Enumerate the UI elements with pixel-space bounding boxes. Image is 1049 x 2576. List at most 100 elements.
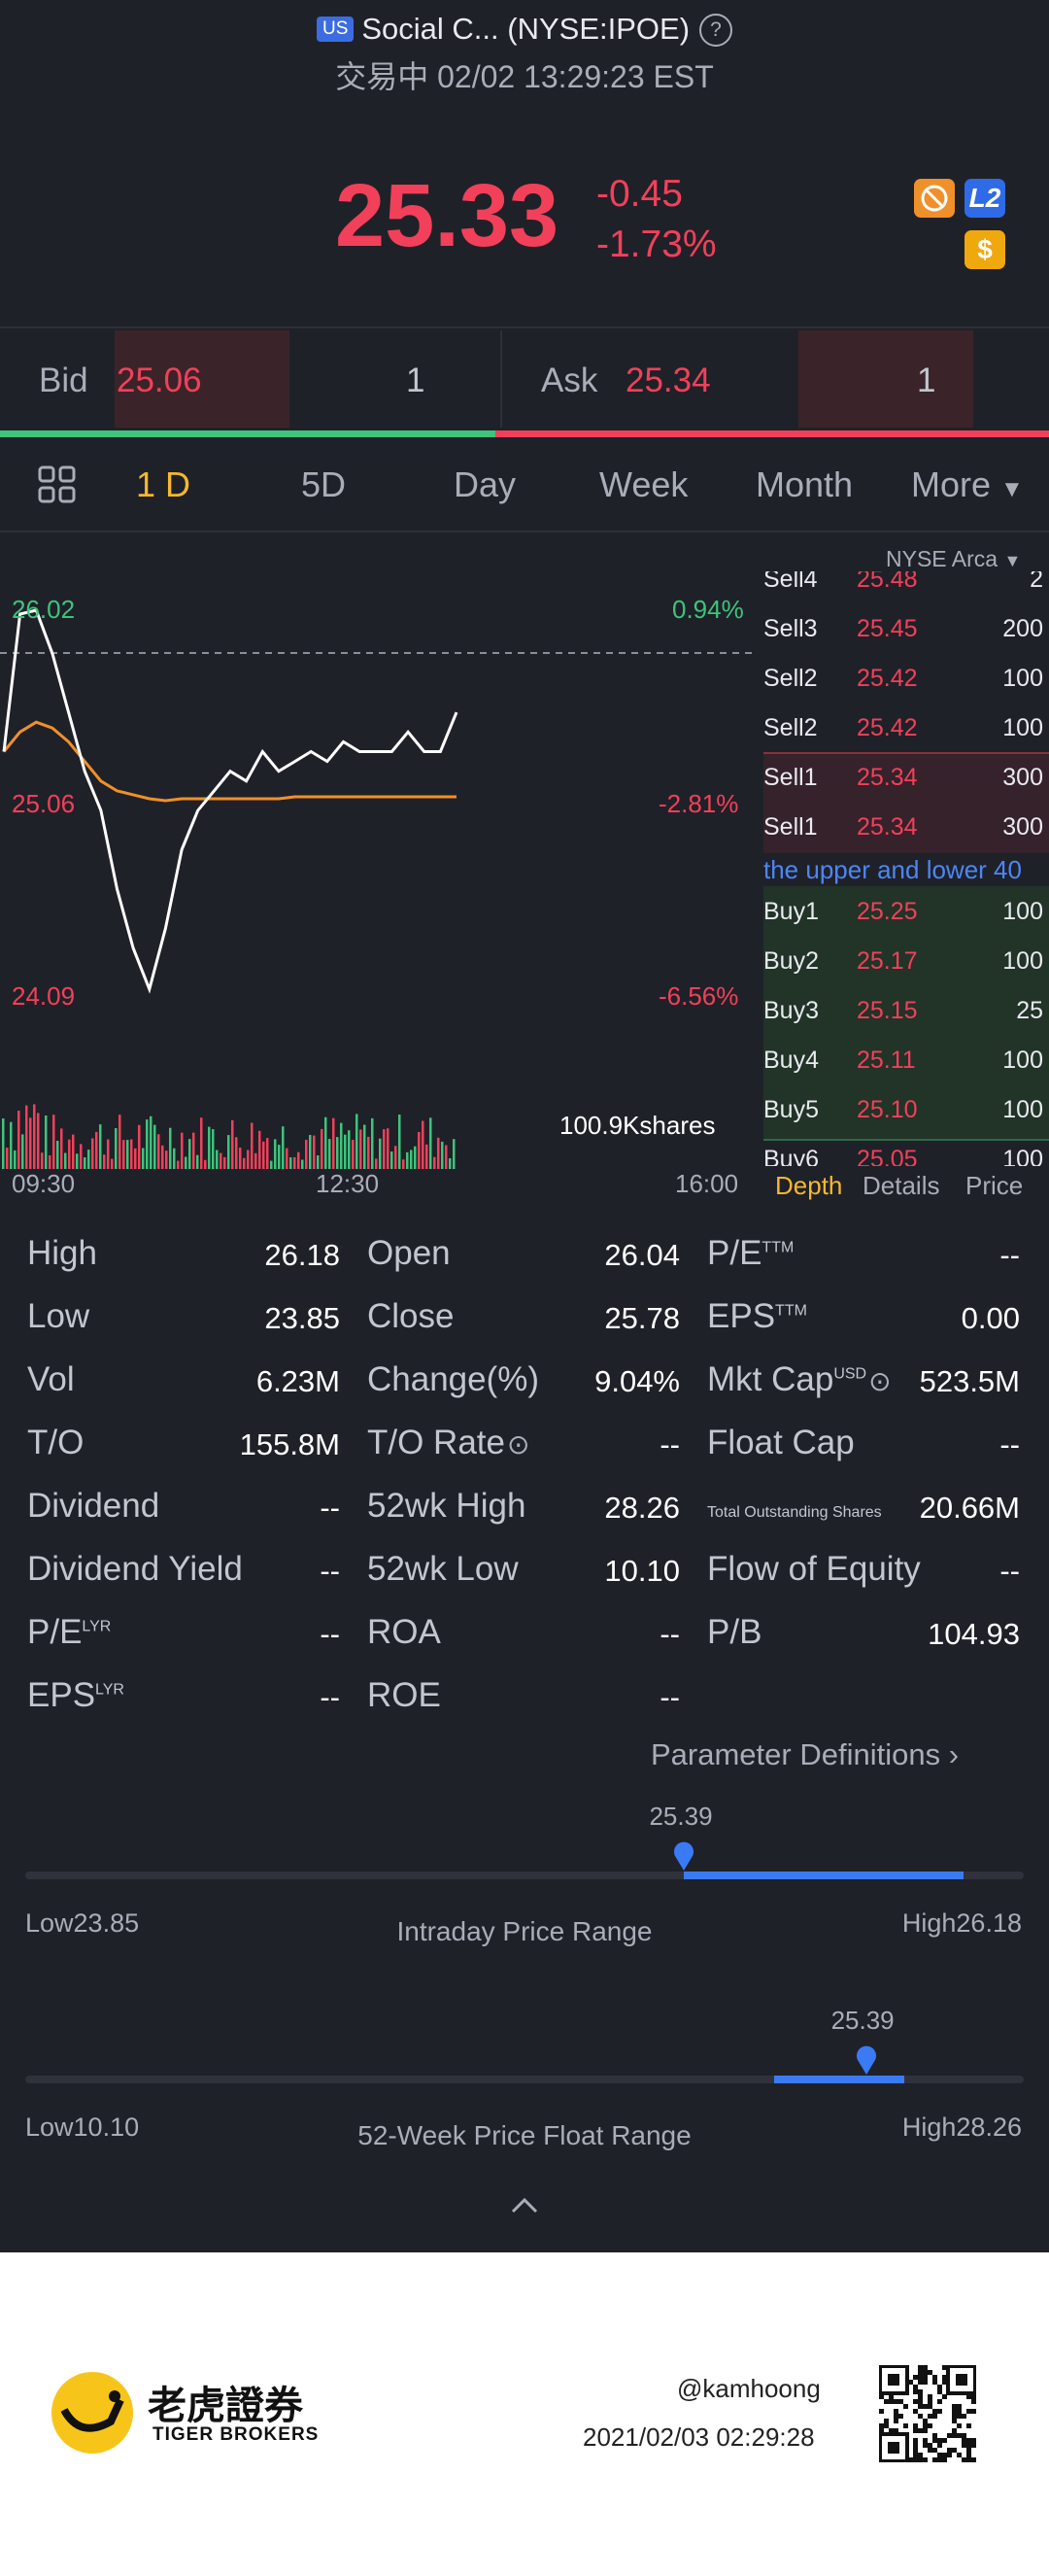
info-icon[interactable]: ⊙ [506, 1429, 530, 1460]
qr-module [947, 2433, 952, 2438]
qr-module [928, 2404, 932, 2409]
qr-module [966, 2423, 971, 2428]
orderbook-size: 100 [1002, 714, 1043, 741]
tab-more[interactable]: More ▼ [911, 464, 1024, 505]
ask-depth-bar [798, 330, 973, 428]
tab-details[interactable]: Details [863, 1171, 940, 1200]
orderbook-row: Sell3 25.45 200 [763, 603, 1049, 653]
volume-bar [278, 1145, 281, 1169]
qr-module [952, 2409, 957, 2414]
stat-value: 104.93 [928, 1617, 1020, 1651]
stat-label: Mkt CapUSD⊙ [707, 1360, 892, 1399]
dollar-icon[interactable]: $ [964, 230, 1005, 269]
stat-label: Close [367, 1297, 454, 1336]
stat-label: Dividend Yield [27, 1550, 243, 1589]
help-icon[interactable]: ? [699, 14, 733, 47]
tab-month[interactable]: Month [756, 464, 854, 504]
qr-module [923, 2457, 928, 2462]
qr-module [894, 2409, 898, 2414]
volume-bar [196, 1154, 199, 1169]
orderbook-size: 200 [1002, 615, 1043, 642]
intraday-chart[interactable] [0, 532, 758, 1174]
qr-module [937, 2409, 942, 2414]
qr-module [942, 2380, 947, 2385]
volume-bar [367, 1136, 370, 1169]
divider [0, 531, 1049, 532]
orderbook-level: Sell2 [763, 665, 818, 692]
qr-module [952, 2414, 957, 2419]
parameter-definitions-link[interactable]: Parameter Definitions › [651, 1737, 959, 1772]
qr-module [923, 2365, 928, 2370]
stat-label: P/ELYR [27, 1613, 111, 1652]
qr-module [928, 2370, 932, 2375]
volume-bar [262, 1141, 265, 1169]
tab-depth[interactable]: Depth [775, 1171, 843, 1200]
qr-module [966, 2448, 971, 2453]
volume-bar [418, 1132, 421, 1169]
tab-week[interactable]: Week [599, 464, 689, 504]
level2-icon[interactable]: L2 [964, 179, 1005, 218]
collapse-chevron-icon[interactable] [508, 2194, 541, 2220]
qr-module [908, 2380, 913, 2385]
stat-value: 9.04% [594, 1364, 680, 1398]
info-icon[interactable]: ⊙ [868, 1366, 892, 1396]
orderbook-row: Buy3 25.15 25 [763, 985, 1049, 1035]
bid-size: 1 [406, 361, 425, 399]
volume-bar [414, 1146, 417, 1169]
volume-bar [87, 1150, 90, 1169]
volume-bar [150, 1116, 152, 1169]
qr-module [884, 2419, 889, 2423]
volume-bar [208, 1126, 211, 1169]
username: @kamhoong [677, 2374, 821, 2403]
ask-size: 1 [917, 361, 936, 399]
stat-label-text: Flow of Equity [707, 1550, 921, 1588]
stat-value: -- [660, 1680, 680, 1714]
orderbook-price: 25.25 [857, 898, 918, 925]
grid-icon[interactable] [37, 464, 78, 510]
qr-module [966, 2409, 971, 2414]
stat-value: 26.18 [264, 1238, 340, 1272]
qr-module [879, 2409, 884, 2414]
orderbook-price: 25.11 [857, 1047, 916, 1074]
volume-bar [157, 1134, 160, 1169]
qr-finder [879, 2365, 909, 2395]
stat-label-sup: TTM [775, 1302, 807, 1320]
qr-module [971, 2443, 976, 2448]
exchange-label: NYSE Arca [886, 546, 998, 571]
trading-status: 交易中 02/02 13:29:23 EST [335, 59, 714, 94]
volume-bar [6, 1148, 9, 1169]
qr-module [923, 2370, 928, 2375]
volume-bar [375, 1158, 378, 1169]
volume-bar [99, 1124, 102, 1169]
qr-module [913, 2448, 918, 2453]
stat-value: 0.00 [961, 1301, 1020, 1335]
qr-module [889, 2428, 894, 2433]
qr-module [942, 2457, 947, 2462]
qr-module [942, 2453, 947, 2457]
stat-label-text: T/O Rate [367, 1424, 505, 1461]
tab-price[interactable]: Price [965, 1171, 1024, 1200]
volume-bar [2, 1118, 5, 1169]
tab-day[interactable]: Day [454, 464, 517, 504]
stock-title[interactable]: US Social C... (NYSE:IPOE)? [0, 12, 1049, 47]
exchange-select[interactable]: NYSE Arca ▼ [886, 546, 1021, 572]
tab-1d[interactable]: 1 D [136, 464, 191, 504]
qr-module [947, 2453, 952, 2457]
no-short-icon[interactable] [914, 179, 955, 218]
stat-label-text: Float Cap [707, 1424, 855, 1461]
qr-module [957, 2453, 962, 2457]
bid-label: Bid [39, 361, 88, 399]
orderbook-size: 300 [1002, 813, 1043, 841]
stat-label: Dividend [27, 1487, 159, 1526]
qr-module [952, 2448, 957, 2453]
tab-5d[interactable]: 5D [301, 464, 347, 504]
qr-module [932, 2409, 937, 2414]
volume-bar [274, 1139, 277, 1169]
qr-module [937, 2443, 942, 2448]
volume-bar [266, 1138, 269, 1169]
qr-module [923, 2419, 928, 2423]
volume-bar [14, 1150, 17, 1169]
qr-module [942, 2394, 947, 2399]
orderbook-price: 25.15 [857, 997, 918, 1024]
orderbook-level: Sell1 [763, 813, 818, 841]
